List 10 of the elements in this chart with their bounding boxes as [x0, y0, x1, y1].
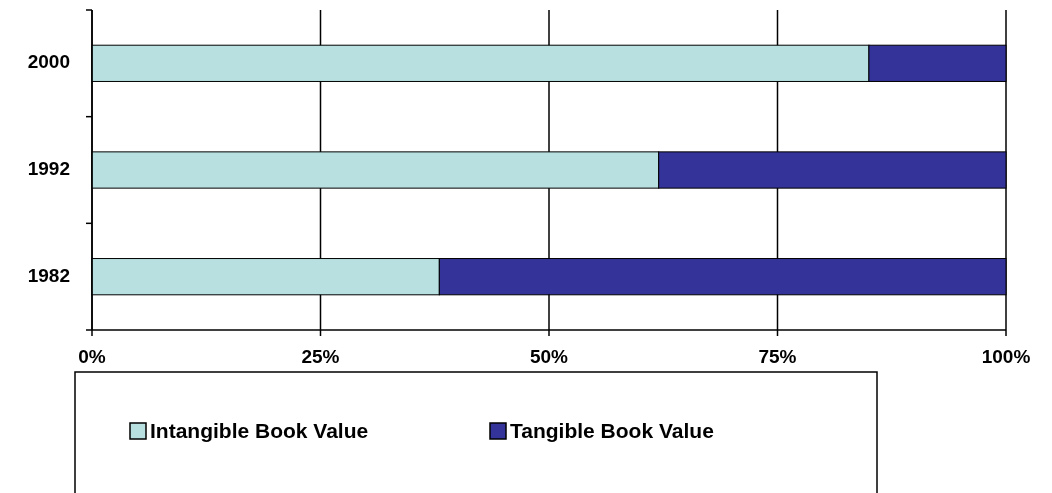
y-tick-label: 2000: [27, 51, 70, 73]
x-tick-label: 25%: [301, 346, 340, 367]
y-tick-label: 1982: [27, 264, 70, 286]
x-tick-label: 75%: [758, 346, 797, 367]
x-tick-label: 50%: [529, 346, 569, 367]
legend-label: Intangible Book Value: [150, 419, 369, 442]
x-tick-label: 0%: [78, 346, 106, 367]
y-tick-label: 1992: [27, 158, 70, 180]
legend-label: Tangible Book Value: [510, 419, 714, 442]
x-tick-label: 100%: [981, 346, 1031, 367]
